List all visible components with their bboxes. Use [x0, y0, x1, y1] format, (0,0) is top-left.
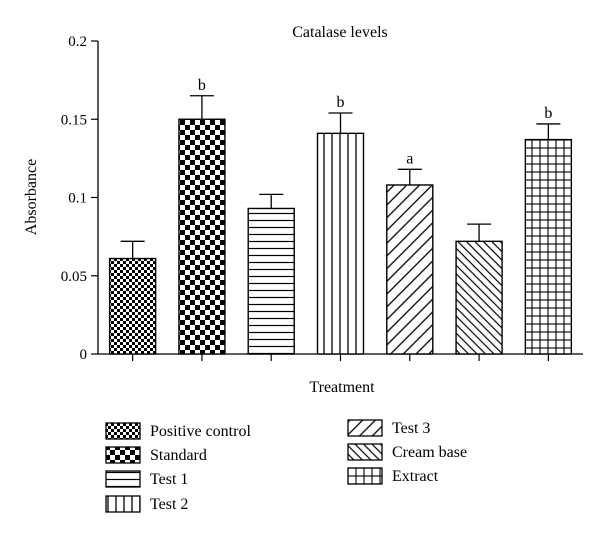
legend-item: Test 2 [105, 495, 188, 513]
legend-item: Positive control [105, 422, 251, 440]
bar-positive-control [108, 257, 157, 355]
y-tick-label: 0.2 [68, 34, 87, 50]
legend-label: Test 1 [150, 471, 188, 488]
significance-label: b [337, 94, 345, 111]
legend-swatch [347, 443, 383, 461]
y-tick-label: 0.05 [61, 269, 87, 285]
y-tick-label: 0.1 [68, 191, 87, 207]
bar-cream-base [455, 240, 503, 355]
significance-label: a [406, 150, 413, 167]
legend-swatch [347, 419, 383, 437]
y-tick-label: 0.15 [61, 112, 87, 128]
x-axis-label: Treatment [309, 379, 375, 396]
legend-item: Test 3 [347, 419, 430, 437]
legend-swatch [105, 446, 141, 464]
bar-test-3 [386, 184, 434, 355]
legend: Positive control Standard Test 1 Test 2 Test… [105, 419, 467, 513]
legend-swatch [347, 467, 383, 485]
chart-title: Catalase levels [292, 24, 388, 41]
legend-label: Cream base [392, 444, 467, 461]
significance-label: b [198, 77, 206, 94]
legend-item: Test 1 [105, 470, 188, 488]
significance-label: b [544, 105, 552, 122]
legend-label: Standard [150, 447, 207, 464]
bar-test-1 [247, 207, 295, 355]
legend-label: Test 2 [150, 496, 188, 513]
legend-swatch [105, 470, 141, 488]
y-axis-label: Absorbance [23, 159, 40, 235]
legend-item: Cream base [347, 443, 467, 461]
y-tick-label: 0 [80, 347, 88, 363]
legend-item: Extract [347, 467, 439, 485]
legend-item: Standard [105, 446, 207, 464]
legend-label: Test 3 [392, 420, 430, 437]
legend-label: Positive control [150, 423, 251, 440]
legend-swatch [105, 495, 141, 513]
legend-label: Extract [392, 468, 439, 485]
bar-standard [178, 118, 226, 355]
bar-test-2 [316, 132, 365, 355]
legend-swatch [105, 422, 141, 440]
bars-group: b b a b [108, 77, 573, 355]
bar-extract [524, 138, 573, 355]
